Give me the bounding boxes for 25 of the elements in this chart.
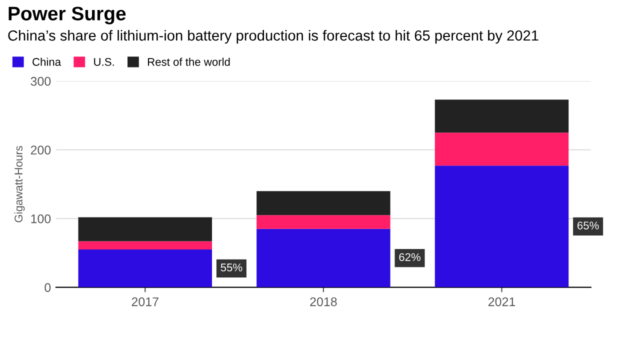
annotation: 55%: [220, 264, 242, 272]
bar: [256, 228, 390, 288]
chart-title: Power Surge: [8, 6, 126, 24]
x-tick-label: 2018: [310, 297, 337, 306]
bar: [434, 132, 569, 166]
bar: [78, 217, 212, 242]
bar: [434, 100, 569, 133]
y-axis-title: Gigawatt-Hours: [14, 146, 25, 222]
x-tick-label: 2017: [132, 297, 158, 306]
bar: [256, 215, 390, 229]
annotation: 62%: [399, 253, 420, 262]
legend-label: China: [32, 58, 62, 66]
bar: [78, 250, 212, 288]
y-tick-label: 200: [30, 146, 51, 154]
legend-label: U.S.: [94, 58, 114, 66]
bar: [256, 191, 390, 216]
y-tick-label: 100: [31, 214, 51, 224]
annotation: 65%: [578, 222, 599, 230]
bar: [434, 166, 569, 288]
y-tick-label: 300: [30, 76, 51, 86]
x-tick-label: 2021: [488, 297, 516, 306]
y-tick-label: 0: [44, 283, 51, 292]
bar: [78, 241, 212, 250]
legend-label: Rest of the world: [148, 58, 230, 66]
chart-subtitle: China’s share of lithium-ion battery production is forecast to hit 65 percent by 2021: [8, 30, 538, 44]
